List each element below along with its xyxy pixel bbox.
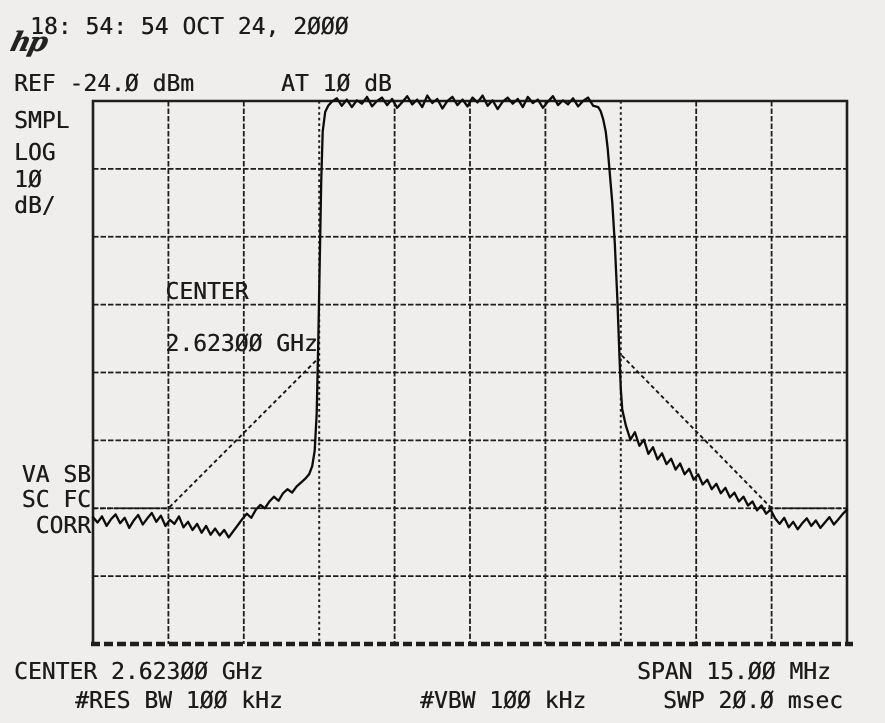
scale-unit-label: dB/ (14, 193, 56, 219)
log-label: LOG (14, 140, 56, 166)
footer-vbw: #VBW 1ØØ kHz (420, 688, 587, 714)
right-mask (621, 354, 847, 510)
center-annotation: CENTER 2.623ØØ GHz (110, 253, 318, 383)
center-annotation-title: CENTER (165, 279, 249, 305)
smpl-label: SMPL (14, 108, 70, 134)
center-annotation-freq: 2.623ØØ GHz (165, 331, 318, 357)
footer-res-bw: #RES BW 1ØØ kHz (75, 688, 283, 714)
hp-logo: hp (7, 27, 50, 58)
va-sb-label: VA SB (21, 462, 91, 488)
footer-sweep: SWP 2Ø.Ø msec (663, 688, 844, 714)
signal-trace (91, 94, 849, 539)
footer-span: SPAN 15.ØØ MHz (637, 659, 831, 685)
timestamp: 18: 54: 54 OCT 24, 2ØØØ (30, 14, 349, 40)
sc-fc-label: SC FC (21, 487, 91, 513)
scale-label: 1Ø (14, 167, 42, 193)
footer-center-frequency: CENTER 2.623ØØ GHz (14, 659, 264, 685)
attenuation-label: AT 1Ø dB (281, 71, 392, 97)
ref-level-label: REF -24.Ø dBm (14, 71, 195, 97)
corr-label: CORR (35, 513, 91, 539)
